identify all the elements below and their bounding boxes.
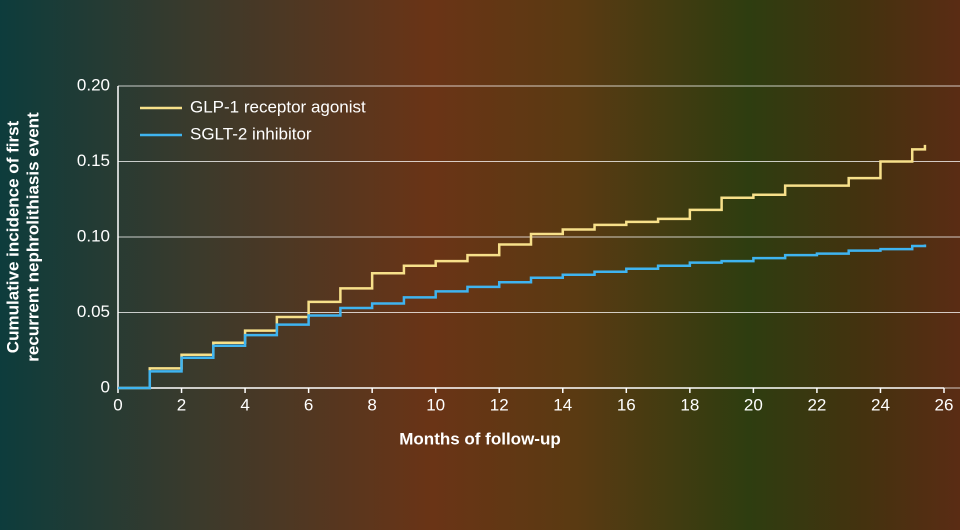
x-tick-label: 22 [807, 395, 826, 414]
y-axis-label: Cumulative incidence of first recurrent … [3, 112, 42, 362]
legend-label: GLP-1 receptor agonist [190, 97, 366, 116]
x-tick-label: 6 [304, 395, 313, 414]
legend-label: SGLT-2 inhibitor [190, 124, 312, 143]
y-axis-label-line: recurrent nephrolithiasis event [23, 112, 42, 362]
x-tick-label: 10 [426, 395, 445, 414]
x-tick-label: 2 [177, 395, 186, 414]
y-tick-label: 0.10 [77, 226, 110, 245]
y-tick-label: 0 [101, 377, 110, 396]
x-tick-label: 26 [935, 395, 954, 414]
x-tick-label: 4 [240, 395, 249, 414]
y-tick-label: 0.05 [77, 302, 110, 321]
x-tick-label: 24 [871, 395, 890, 414]
y-axis-label-line: Cumulative incidence of first [3, 120, 22, 353]
y-tick-label: 0.20 [77, 75, 110, 94]
x-tick-label: 18 [680, 395, 699, 414]
series-line [118, 144, 927, 390]
y-tick-label: 0.15 [77, 151, 110, 170]
series-line [118, 244, 927, 390]
x-tick-label: 0 [113, 395, 122, 414]
x-axis-label: Months of follow-up [399, 429, 560, 448]
x-tick-label: 20 [744, 395, 763, 414]
x-tick-label: 12 [490, 395, 509, 414]
x-tick-label: 8 [367, 395, 376, 414]
x-tick-label: 14 [553, 395, 572, 414]
x-tick-label: 16 [617, 395, 636, 414]
